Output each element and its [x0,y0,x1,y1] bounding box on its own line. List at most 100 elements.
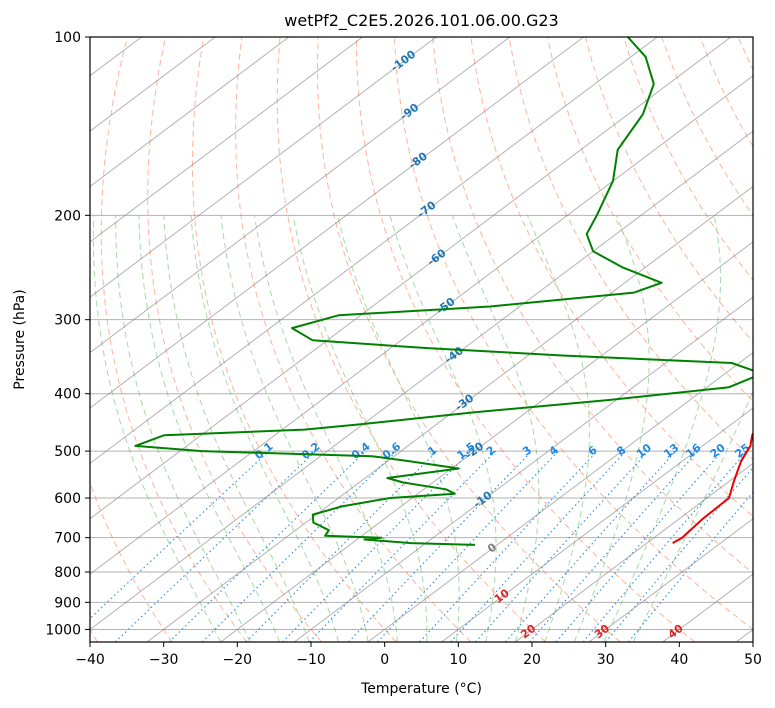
y-tick-label: 600 [54,491,81,507]
y-tick-label: 700 [54,531,81,547]
moist-adiabat [632,389,753,642]
dry-adiabat [737,37,753,71]
isotherm-line [588,518,753,642]
mixing-ratio-line [308,450,497,642]
isotherm-line [90,37,732,520]
mixing-ratio-line [168,450,367,642]
y-tick-label: 800 [54,565,81,581]
mixing-ratio-line [282,450,472,642]
mixing-ratio-line [475,450,649,642]
mixing-ratio-label: 13 [661,441,681,461]
isotherm-line [441,407,753,642]
isotherm-label: -40 [442,344,466,367]
dry-adiabat [699,37,753,148]
y-tick-label: 500 [54,444,81,460]
plot-frame [89,36,754,643]
isotherm-line [90,37,290,188]
x-tick-label: 10 [449,652,467,668]
dry-adiabat [585,37,753,343]
x-tick-label: −40 [75,652,105,668]
dry-adiabat [192,37,397,642]
isotherm-line [90,130,753,631]
x-tick-label: −20 [223,652,253,668]
dry-adiabat [432,37,753,574]
temperature-profile [672,431,753,544]
background-lines [0,37,753,642]
moist-adiabat [115,215,251,642]
moist-adiabat [138,215,281,642]
dry-adiabat [623,37,753,281]
isotherm-label: -70 [415,198,439,221]
isotherm-label: -90 [398,101,422,124]
mixing-ratio-label: 0.2 [299,440,322,462]
moist-adiabat [389,215,497,642]
isotherm-line [0,37,68,642]
y-axis-label: Pressure (hPa) [12,289,28,389]
dry-adiabat [470,37,753,518]
x-axis-label: Temperature (°C) [360,681,482,697]
mixing-ratio-line [605,466,753,642]
x-tick-label: −30 [149,652,179,668]
mixing-ratio-label: 0.4 [349,440,373,462]
moist-adiabat [92,215,222,642]
mixing-ratio-line [450,450,627,642]
y-tick-label: 900 [54,595,81,611]
mixing-ratio-line [555,450,723,642]
isotherm-line [293,296,753,642]
y-tick-label: 1000 [45,622,81,638]
x-tick-label: 50 [744,652,762,668]
dewpoint-profile [134,37,753,546]
dry-adiabat [235,37,472,642]
sounding-profiles [134,37,753,546]
moist-adiabat [190,215,339,642]
isotherm-line [90,75,753,575]
mixing-ratio-line [90,450,270,620]
mixing-ratio-line [419,450,598,642]
moist-adiabat [254,215,398,642]
mixing-ratio-line [201,450,397,642]
isotherm-line [220,241,753,642]
y-tick-label: 300 [54,313,81,329]
mixing-ratio-label: 30 [753,441,773,461]
x-tick-label: 30 [597,652,615,668]
moist-adiabat [527,215,590,642]
y-tick-label: 200 [54,208,81,224]
mixing-ratio-line [114,450,317,642]
isotherm-line [662,573,753,642]
x-tick-label: 20 [523,652,541,668]
isotherm-label: 40 [666,622,686,642]
dry-adiabat [276,37,546,642]
isotherm-line [367,351,753,642]
y-tick-label: 100 [54,30,81,46]
x-tick-label: 40 [670,652,688,668]
dry-adiabat [508,37,753,461]
dry-adiabat [100,37,248,642]
moist-adiabat [220,215,369,642]
mixing-ratio-line [348,450,533,642]
dry-adiabat [394,37,753,631]
moist-adiabat [603,215,722,642]
x-tick-label: 0 [380,652,389,668]
isotherm-label: 0 [485,540,499,555]
isotherm-label: -60 [425,246,449,269]
isotherm-line [90,37,584,409]
isotherm-line [146,185,753,642]
mixing-ratio-label: 20 [708,441,728,461]
dry-adiabat [546,37,753,402]
y-tick-label: 400 [54,387,81,403]
mixing-ratio-line [582,450,748,642]
isotherm-line [90,37,437,298]
chart-title: wetPf2_C2E5.2026.101.06.00.G23 [284,11,558,31]
dry-adiabat [316,37,621,642]
mixing-ratio-line [529,450,699,642]
isotherm-line [90,37,658,464]
isotherm-label: -50 [434,295,458,318]
dry-adiabat [90,481,173,642]
moist-adiabat [337,215,460,642]
isotherm-label: -100 [388,47,418,74]
isotherm-label: 10 [492,586,512,606]
mixing-ratio-line [377,450,559,642]
mixing-ratio-label: 0.1 [252,440,275,462]
